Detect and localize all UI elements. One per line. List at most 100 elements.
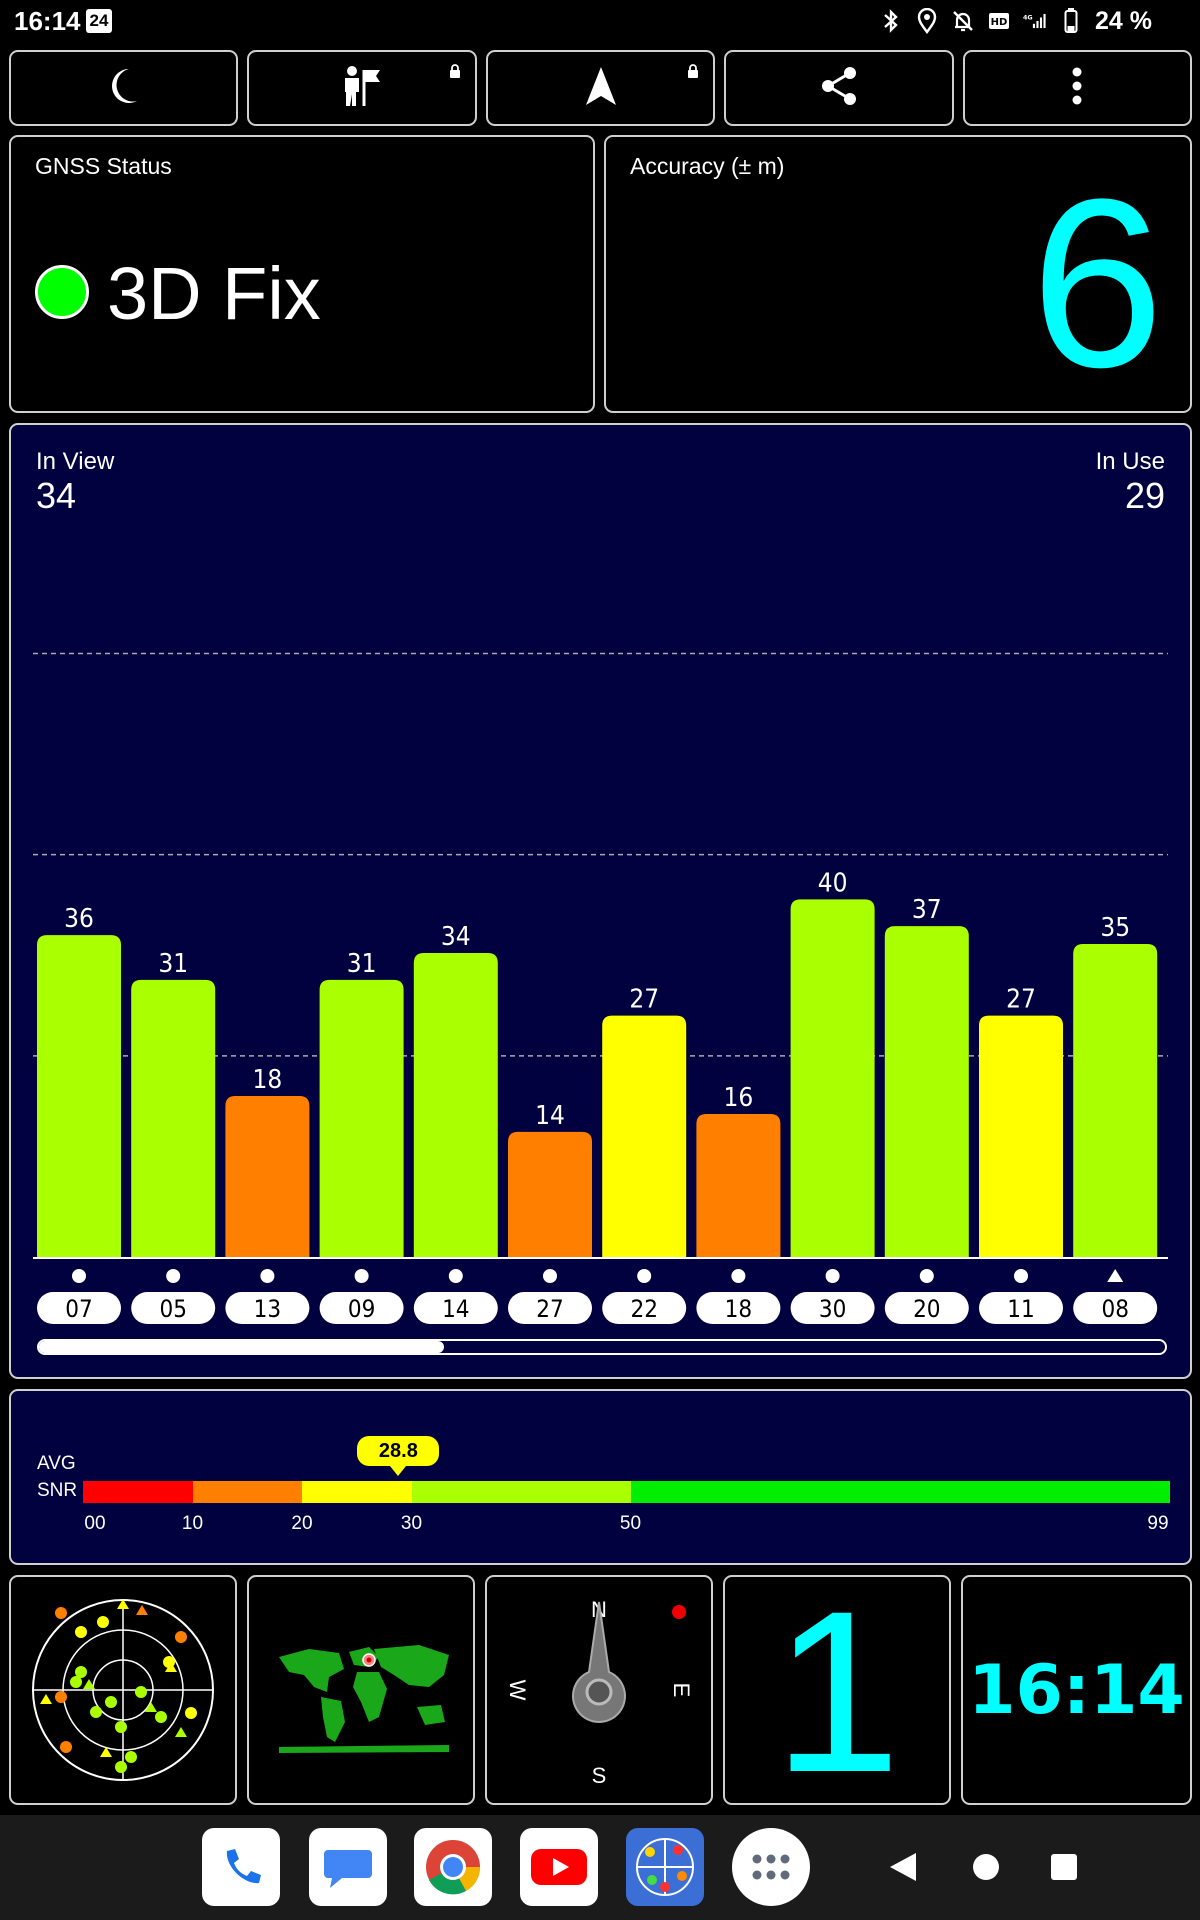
back-button[interactable]: [888, 1851, 918, 1888]
snr-scale-bar: [83, 1481, 1170, 1503]
avg-snr-panel[interactable]: AVG SNR 00 10 20 30 50 99 28.8: [9, 1389, 1192, 1565]
more-options-button[interactable]: [962, 50, 1193, 126]
app-drawer-icon[interactable]: [732, 1828, 810, 1906]
messages-app-icon[interactable]: [309, 1828, 387, 1906]
status-bar: 16:14 24 HD 4G 24 %: [0, 0, 1200, 42]
satellite-count-tile[interactable]: 1: [723, 1575, 951, 1805]
marker-27: [543, 1269, 557, 1283]
snr-tick-00: 00: [84, 1513, 106, 1534]
snr-tick-20: 20: [291, 1513, 313, 1534]
world-map-icon: [279, 1645, 449, 1753]
prn-pill-30: [790, 1292, 875, 1324]
lock-icon: [687, 64, 699, 83]
prn-label-27: 27: [536, 1295, 563, 1323]
night-mode-icon: [107, 66, 141, 111]
accuracy-title: Accuracy (± m): [630, 153, 785, 179]
navigation-arrow-icon: [584, 65, 618, 112]
marker-18: [731, 1269, 746, 1283]
marker-11: [1014, 1269, 1028, 1283]
bar-value-07: 36: [64, 904, 94, 934]
svg-text:4G: 4G: [1023, 15, 1033, 22]
battery-icon: [1059, 8, 1083, 34]
in-view-label: In View: [36, 448, 115, 475]
compass-tile[interactable]: N S W E: [485, 1575, 713, 1805]
bar-30: [790, 899, 875, 1257]
bar-13: [225, 1096, 310, 1257]
accuracy-value: 6: [1030, 149, 1164, 413]
bar-27: [508, 1131, 592, 1257]
marker-22: [637, 1269, 652, 1283]
bar-18: [696, 1113, 781, 1257]
marker-14: [448, 1269, 463, 1283]
gnss-status-panel[interactable]: GNSS Status 3D Fix: [9, 135, 595, 413]
status-time: 16:14: [14, 6, 81, 36]
sky-plot-tile[interactable]: [9, 1575, 237, 1805]
bar-20: [884, 926, 969, 1257]
prn-pill-07: [37, 1292, 121, 1324]
phone-app-icon[interactable]: [202, 1828, 280, 1906]
bar-11: [979, 1015, 1063, 1257]
share-button[interactable]: [724, 50, 954, 126]
bar-08: [1073, 944, 1158, 1257]
compass-s: S: [592, 1763, 607, 1788]
compass-icon: N S W E: [505, 1597, 694, 1788]
bar-14: [413, 953, 498, 1257]
snr-segment-4: [630, 1481, 1170, 1503]
snr-tick-99: 99: [1147, 1513, 1169, 1534]
clock-value: 16:14: [968, 1651, 1185, 1730]
prn-label-22: 22: [630, 1295, 657, 1323]
prn-pill-11: [979, 1292, 1063, 1324]
toolbar: [9, 50, 1193, 126]
prn-label-09: 09: [348, 1295, 375, 1323]
prn-label-11: 11: [1007, 1295, 1034, 1323]
prn-pill-09: [319, 1292, 404, 1324]
compass-w: W: [505, 1680, 530, 1701]
share-icon: [819, 66, 859, 111]
big-count-value: 1: [773, 1575, 901, 1805]
prn-label-18: 18: [725, 1295, 752, 1323]
prn-label-14: 14: [442, 1295, 469, 1323]
accuracy-panel[interactable]: Accuracy (± m) 6: [604, 135, 1192, 413]
marker-07: [72, 1269, 86, 1283]
prn-label-13: 13: [254, 1295, 281, 1323]
bar-value-11: 27: [1006, 985, 1036, 1015]
chart-scrollbar[interactable]: [37, 1339, 1167, 1355]
sky-plot-icon: [32, 1599, 214, 1781]
location-icon: [915, 8, 939, 34]
bar-value-09: 31: [347, 949, 377, 979]
prn-pill-20: [884, 1292, 969, 1324]
lock-icon: [449, 64, 461, 83]
home-button[interactable]: [972, 1853, 1000, 1886]
prn-pill-13: [225, 1292, 310, 1324]
compass-e: E: [669, 1683, 694, 1698]
snr-segment-3: [411, 1481, 631, 1503]
recents-button[interactable]: [1050, 1853, 1078, 1886]
youtube-app-icon[interactable]: [520, 1828, 598, 1906]
world-map-tile[interactable]: [247, 1575, 475, 1805]
do-not-disturb-icon: [951, 8, 975, 34]
gnss-status-title: GNSS Status: [35, 153, 172, 179]
bar-value-18: 16: [724, 1083, 754, 1113]
map-marker-button[interactable]: [247, 50, 477, 126]
in-use-count: 29: [1124, 475, 1165, 516]
bar-value-05: 31: [158, 949, 188, 979]
night-mode-button[interactable]: [9, 50, 239, 126]
gps-test-app-icon[interactable]: [626, 1828, 704, 1906]
marker-30: [825, 1269, 840, 1283]
snr-tick-30: 30: [400, 1513, 423, 1534]
prn-pill-27: [508, 1292, 592, 1324]
snr-label: SNR: [37, 1480, 78, 1501]
chart-scroll-thumb[interactable]: [39, 1341, 445, 1353]
prn-label-20: 20: [913, 1295, 940, 1323]
fix-indicator-dot: [35, 265, 89, 319]
snr-segment-1: [192, 1481, 302, 1503]
navigation-button[interactable]: [485, 50, 716, 126]
date-badge: 24: [86, 9, 112, 33]
fix-status-value: 3D Fix: [107, 252, 321, 335]
clock-tile[interactable]: 16:14: [961, 1575, 1192, 1805]
prn-label-08: 08: [1101, 1295, 1128, 1323]
marker-05: [166, 1269, 181, 1283]
avg-label: AVG: [37, 1453, 76, 1474]
satellite-signal-chart[interactable]: In View 34 In Use 29 36 07 31 05 18 13 31 09 34 1…: [9, 423, 1192, 1379]
chrome-app-icon[interactable]: [414, 1828, 492, 1906]
